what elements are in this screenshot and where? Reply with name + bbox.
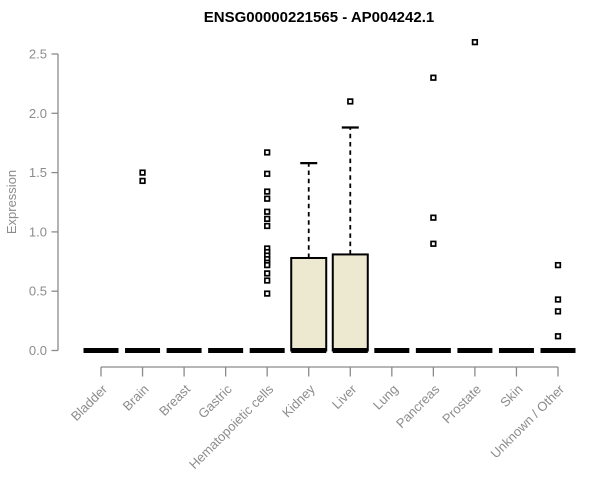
y-tick-label: 1.5 (29, 165, 47, 180)
boxplot-brain (125, 169, 161, 353)
chart-title: ENSG00000221565 - AP004242.1 (204, 9, 434, 26)
outlier-point (139, 169, 146, 176)
outlier-point (264, 170, 271, 177)
outlier-point (347, 98, 354, 105)
boxplot-liver (331, 98, 369, 353)
outlier-point (264, 195, 271, 202)
box (331, 253, 369, 352)
x-category-label: Kidney (279, 381, 318, 420)
y-axis-title: Expression (4, 170, 19, 234)
x-category-label: Brain (120, 382, 152, 414)
outlier-point (264, 215, 271, 223)
outlier-point (554, 308, 562, 315)
x-category-label: Skin (497, 382, 525, 410)
x-category-label: Unknown / Other (488, 381, 568, 461)
y-tick-label: 0.0 (29, 343, 47, 358)
y-tick-label: 2.0 (29, 106, 47, 121)
boxplot-kidney (290, 162, 328, 353)
plot-area (83, 38, 576, 353)
outlier-point (264, 149, 271, 156)
outlier-point (554, 261, 562, 269)
outlier-point (264, 270, 271, 277)
x-category-label: Bladder (68, 381, 111, 424)
x-category-label: Lung (370, 382, 401, 413)
boxplot-unknown-other (540, 261, 576, 353)
outlier-point (554, 333, 562, 340)
x-category-label: Prostate (439, 382, 484, 427)
boxplot-prostate (457, 38, 493, 353)
boxplot-hematopoietic-cells (249, 149, 285, 353)
outlier-point (264, 261, 271, 269)
outlier-point (264, 290, 271, 297)
y-tick-label: 2.5 (29, 47, 47, 62)
outlier-point (264, 208, 271, 215)
y-tick-label: 1.0 (29, 224, 47, 239)
x-category-label: Gastric (195, 381, 235, 421)
outlier-point (139, 177, 146, 185)
x-category-label: Breast (156, 381, 193, 418)
outlier-point (430, 74, 437, 81)
outlier-point (554, 296, 562, 303)
x-category-label: Liver (329, 381, 360, 412)
outlier-point (471, 38, 479, 46)
x-category-label: Pancreas (393, 381, 443, 431)
box (290, 256, 328, 352)
boxplot-pancreas (415, 74, 451, 353)
outlier-point (264, 222, 271, 230)
y-tick-label: 0.5 (29, 284, 47, 299)
outlier-point (264, 188, 271, 195)
outlier-point (264, 277, 271, 284)
outlier-point (430, 214, 437, 221)
outlier-point (430, 240, 437, 247)
